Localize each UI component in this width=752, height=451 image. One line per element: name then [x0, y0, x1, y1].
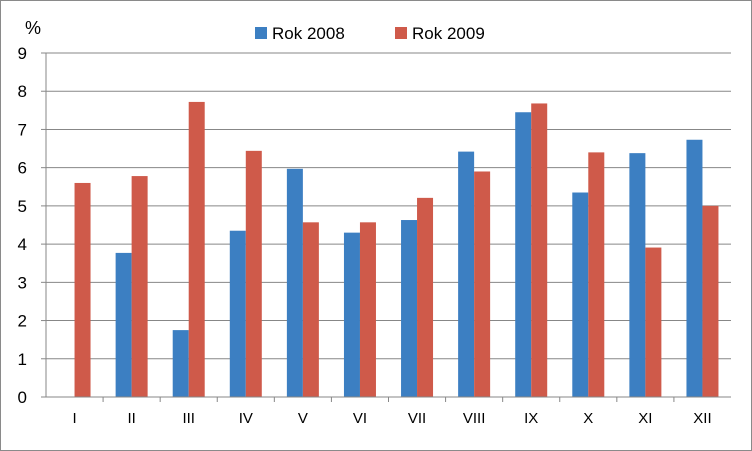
y-axis-ticks: 0 1 2 3 4 5 6 7 8 9	[18, 44, 46, 407]
bar-rok-2008-x	[572, 192, 589, 397]
x-tick-label-ii: II	[127, 410, 135, 427]
y-tick-label-0: 0	[18, 388, 27, 407]
y-tick-label-1: 1	[18, 350, 27, 369]
x-tick-label-xi: XI	[638, 410, 652, 427]
x-tick-label-x: X	[583, 410, 593, 427]
legend-swatch-rok-2008	[255, 27, 267, 39]
bar-rok-2009-ix	[531, 103, 548, 397]
bar-rok-2008-iv	[229, 230, 246, 397]
x-tick-label-xii: XII	[693, 410, 711, 427]
bar-rok-2009-x	[588, 152, 605, 397]
x-tick-label-ix: IX	[524, 410, 538, 427]
y-tick-label-3: 3	[18, 273, 27, 292]
bar-rok-2009-xi	[645, 247, 662, 397]
bar-rok-2009-ii	[131, 176, 148, 397]
y-tick-label-5: 5	[18, 197, 27, 216]
x-tick-label-viii: VIII	[463, 410, 486, 427]
bar-rok-2008-ii	[115, 252, 132, 397]
x-axis-ticks: I II III IV V VI VII VIII IX X XI XII	[72, 397, 712, 427]
y-tick-label-6: 6	[18, 159, 27, 178]
y-tick-label-4: 4	[18, 235, 27, 254]
legend-label-rok-2008: Rok 2008	[272, 24, 345, 43]
y-tick-label-8: 8	[18, 82, 27, 101]
x-tick-label-i: I	[72, 410, 76, 427]
x-tick-label-vii: VII	[408, 410, 426, 427]
x-tick-label-iv: IV	[239, 410, 253, 427]
y-tick-label-2: 2	[18, 312, 27, 331]
bar-rok-2008-ix	[515, 112, 532, 397]
bar-rok-2009-iv	[245, 150, 262, 397]
bar-rok-2009-vi	[359, 222, 376, 397]
bar-rok-2008-iii	[172, 330, 189, 397]
y-tick-label-9: 9	[18, 44, 27, 63]
bar-rok-2009-vii	[417, 197, 434, 397]
bar-rok-2008-vii	[401, 220, 418, 397]
bar-rok-2009-i	[74, 182, 91, 397]
bar-rok-2009-v	[302, 222, 319, 397]
bar-rok-2009-iii	[188, 101, 205, 398]
y-axis-label: %	[25, 18, 41, 38]
bar-rok-2009-xii	[702, 205, 719, 397]
grid-lines	[46, 52, 731, 360]
bar-rok-2008-v	[286, 168, 303, 397]
x-tick-label-vi: VI	[353, 410, 367, 427]
bars	[74, 101, 719, 398]
bar-rok-2009-viii	[474, 171, 491, 397]
legend-swatch-rok-2009	[395, 27, 407, 39]
bar-rok-2008-viii	[458, 151, 475, 397]
bar-rok-2008-xii	[686, 139, 703, 397]
y-tick-label-7: 7	[18, 120, 27, 139]
axes	[45, 53, 731, 398]
legend: Rok 2008 Rok 2009	[255, 24, 485, 43]
bar-rok-2008-vi	[343, 232, 360, 397]
x-tick-label-iii: III	[182, 410, 195, 427]
legend-label-rok-2009: Rok 2009	[412, 24, 485, 43]
x-tick-label-v: V	[298, 410, 308, 427]
bar-rok-2008-xi	[629, 153, 646, 397]
